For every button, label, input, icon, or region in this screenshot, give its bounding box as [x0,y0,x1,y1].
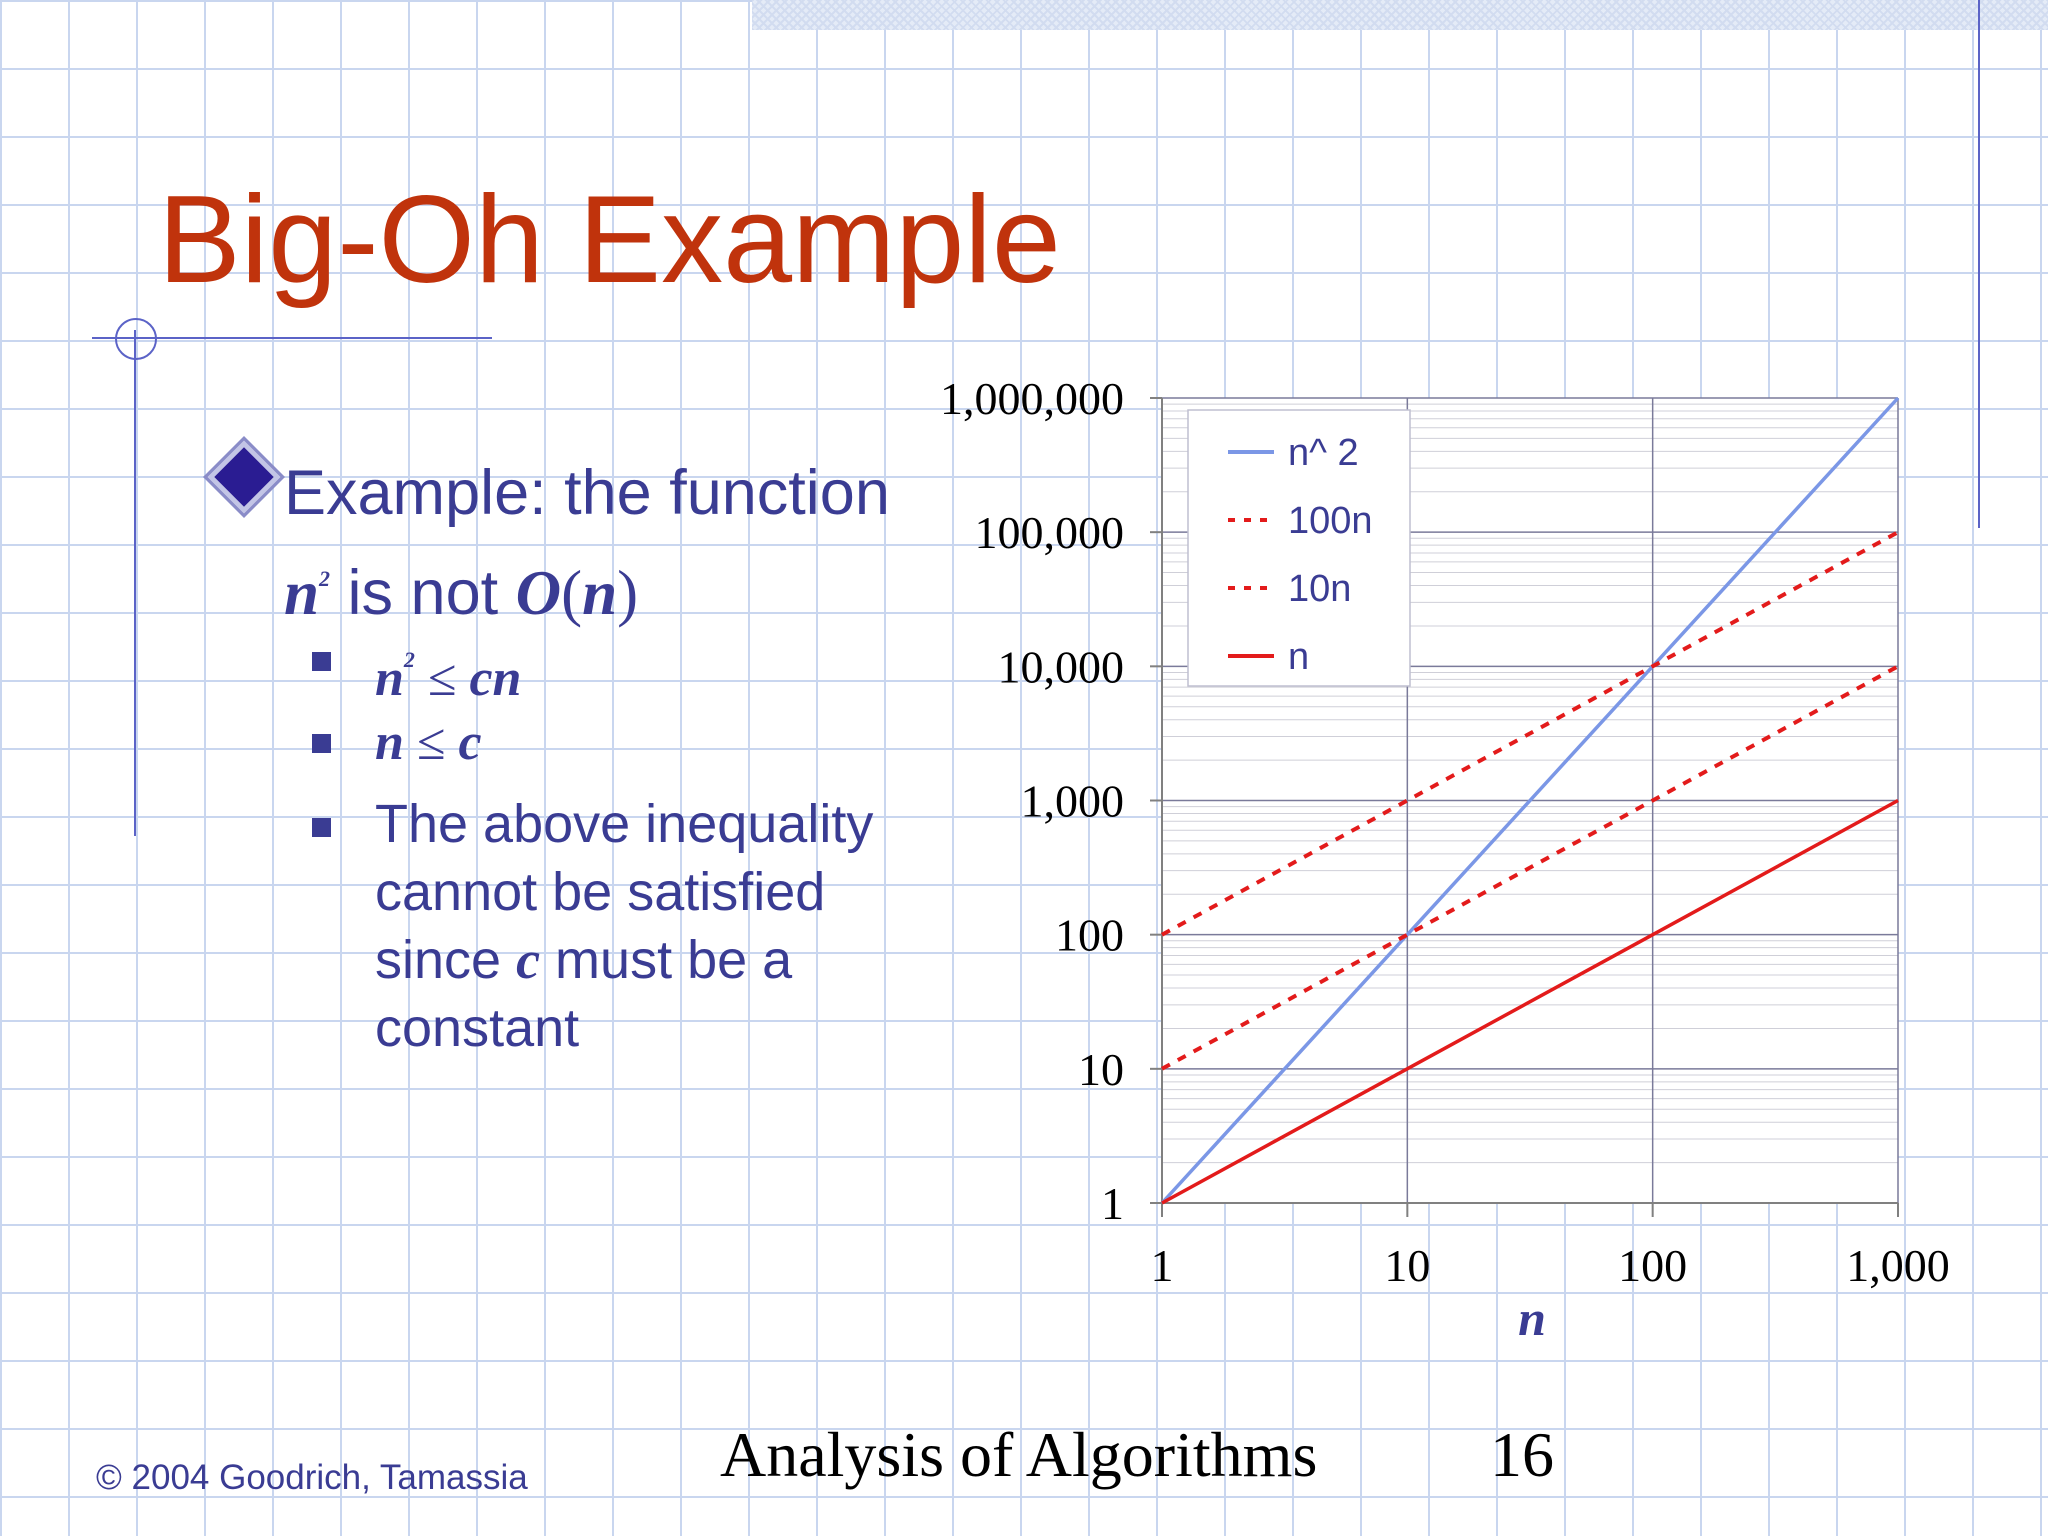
sub-bullet-1-lhs: n [375,650,404,707]
y-tick-label: 1,000 [1021,776,1125,827]
sub-bullet-2-op: ≤ [403,714,459,771]
sub-bullet-1-sup: 2 [403,647,415,672]
sub-bullet-1: n2 ≤ cn [312,620,952,707]
sub-bullet-2: n ≤ c [312,702,952,784]
x-tick-label: 100 [1618,1240,1687,1291]
square-bullet-icon [312,734,331,753]
x-axis-label: n [1518,1290,1546,1346]
main-bullet-var-n2: n [582,558,618,628]
sub-bullet-list: n2 ≤ cn n ≤ c The above inequality canno… [312,620,952,1062]
sub-bullet-3-var: c [516,930,541,990]
main-bullet-big-o: O [515,558,562,628]
sub-bullet-3-text-before: The above inequality cannot be satisfied… [375,794,874,990]
top-decorative-band [752,0,2048,30]
series-line-n [1161,798,1899,1205]
sub-bullet-1-rhs: cn [469,650,522,707]
series-line-10n [1161,664,1899,1071]
main-bullet-var-n: n [284,558,320,628]
y-tick-label: 100 [1055,910,1124,961]
y-tick-label: 1 [1101,1178,1124,1229]
y-tick-label: 10,000 [998,641,1125,692]
legend-label: 10n [1288,568,1351,610]
main-bullet-line1: Example: the function [284,458,890,528]
legend: n^ 2 100n 10n n [1187,409,1411,687]
x-tick-label: 1 [1151,1240,1174,1291]
legend-label: n^ 2 [1288,432,1359,474]
square-bullet-icon [312,818,331,837]
y-tick-label: 10 [1078,1044,1124,1095]
decorative-vertical-line-right [1978,0,1980,528]
page-number: 16 [1490,1419,1554,1490]
x-tick-label: 10 [1384,1240,1430,1291]
series-line-n-2 [1160,396,1900,1205]
main-bullet-line2: n2 is not O(n) [284,536,638,636]
decorative-vertical-line-left [134,330,136,836]
minor-grid [1162,403,1898,1164]
main-bullet-paren-open: ( [561,558,583,628]
decorative-horizontal-line [92,337,492,339]
main-bullet-paren-close: ) [617,558,639,628]
y-tick-label: 1,000,000 [940,373,1124,424]
sub-bullet-1-op: ≤ [414,650,470,707]
slide-title: Big-Oh Example [158,171,1061,309]
legend-box [1187,409,1411,687]
main-bullet-mid-text: is not [330,558,516,628]
sub-bullet-2-rhs: c [458,714,482,771]
copyright-text: © 2004 Goodrich, Tamassia [96,1458,528,1497]
sub-bullet-2-lhs: n [375,714,404,771]
footer-course-title: Analysis of Algorithms [720,1419,1318,1490]
series-lines [1160,396,1900,1205]
legend-label: n [1288,636,1309,678]
decorative-circle [115,318,157,360]
main-bullet-sup: 2 [319,566,331,591]
series-line-100n [1161,530,1899,937]
y-tick-label: 100,000 [975,507,1125,558]
sub-bullet-3-text-after: must be a constant [375,930,793,1058]
sub-bullet-3: The above inequality cannot be satisfied… [312,790,952,1062]
x-tick-label: 1,000 [1846,1240,1950,1291]
square-bullet-icon [312,652,331,671]
legend-label: 100n [1288,500,1373,542]
